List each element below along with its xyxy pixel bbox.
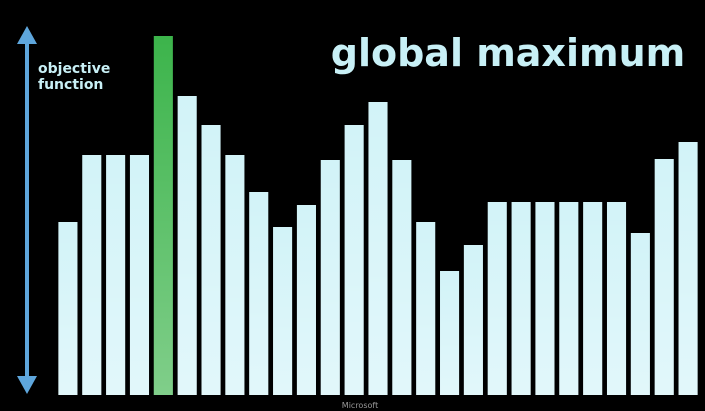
bar-shine bbox=[153, 36, 173, 395]
bar-shine bbox=[249, 192, 269, 395]
bar-shine bbox=[463, 245, 483, 395]
bars bbox=[58, 36, 698, 395]
bar-shine bbox=[583, 202, 603, 395]
chart-title: global maximum bbox=[331, 31, 685, 75]
bar-shine bbox=[678, 142, 698, 395]
annotation: function bbox=[38, 77, 103, 93]
bar-shine bbox=[344, 125, 364, 395]
bar-shine bbox=[129, 155, 150, 395]
bar-shine bbox=[201, 125, 221, 395]
bar-shine bbox=[296, 205, 316, 395]
bar-shine bbox=[559, 202, 579, 395]
bar-shine bbox=[177, 96, 197, 395]
bar-shine bbox=[487, 202, 507, 395]
bar-shine bbox=[225, 155, 245, 395]
bar-shine bbox=[440, 271, 460, 395]
bar-shine bbox=[106, 155, 126, 395]
axis-arrow bbox=[17, 26, 37, 394]
bar-shine bbox=[58, 222, 78, 395]
bar-shine bbox=[273, 227, 293, 395]
bar-shine bbox=[392, 160, 412, 395]
bar-shine bbox=[368, 102, 388, 395]
bar-shine bbox=[654, 159, 674, 395]
bar-shine bbox=[511, 202, 531, 395]
footer: Microsoft bbox=[342, 401, 378, 410]
bar-shine bbox=[416, 222, 436, 395]
bar-shine bbox=[630, 233, 650, 395]
bar-shine bbox=[606, 202, 627, 395]
bar-shine bbox=[535, 202, 555, 395]
bar-shine bbox=[82, 155, 102, 395]
bar-shine bbox=[320, 160, 340, 395]
annotation: objective bbox=[38, 61, 110, 77]
